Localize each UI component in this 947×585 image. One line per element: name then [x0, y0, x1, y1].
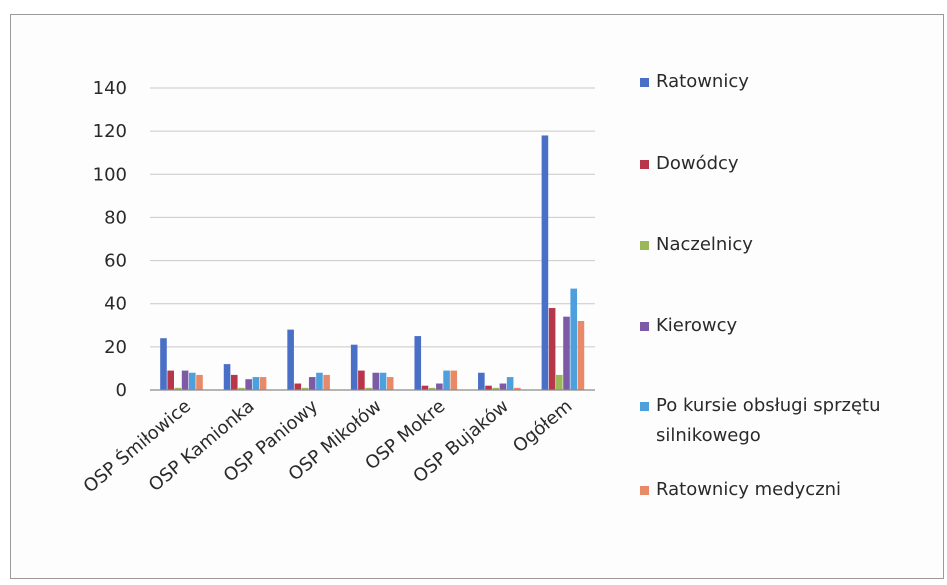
bar-kierowcy-osp-bujakow: [499, 383, 507, 390]
bar-dowodcy-osp-smilowice: [167, 370, 174, 390]
bar-ratownicy-medyczni-osp-mikolow: [386, 377, 394, 390]
bar-po-kursie-obslugi-sprzetu-silnikowego-osp-smilowice: [188, 372, 196, 390]
bar-po-kursie-obslugi-sprzetu-silnikowego-osp-paniowy: [316, 372, 323, 390]
bar-po-kursie-obslugi-sprzetu-silnikowego-osp-bujakow: [506, 377, 514, 390]
bar-ratownicy-medyczni-osp-smilowice: [196, 374, 203, 390]
bar-ratownicy-osp-mokre: [414, 336, 422, 390]
chart-frame: [10, 14, 944, 579]
bar-dowodcy-osp-kamionka: [230, 374, 238, 390]
x-category-label: Ogółem: [509, 396, 576, 457]
bar-naczelnicy-ogolem: [556, 374, 563, 390]
legend-swatch-naczelnicy: [640, 241, 649, 250]
bar-ratownicy-medyczni-osp-paniowy: [323, 374, 330, 390]
bar-naczelnicy-osp-kamionka: [238, 387, 245, 390]
legend-swatch-ratownicy: [640, 78, 649, 87]
bar-dowodcy-osp-mokre: [421, 385, 429, 390]
y-tick-label: 80: [104, 207, 127, 228]
bar-ratownicy-medyczni-osp-bujakow: [514, 387, 521, 390]
legend-label-kierowcy: Kierowcy: [656, 315, 738, 336]
legend-swatch-dowodcy: [640, 160, 649, 169]
bar-ratownicy-osp-mikolow: [350, 344, 358, 390]
bar-po-kursie-obslugi-sprzetu-silnikowego-osp-mikolow: [379, 372, 387, 390]
y-tick-label: 0: [116, 380, 127, 401]
legend: Ratownicy Dowódcy Naczelnicy Kierowcy Po kur…: [640, 71, 880, 500]
bar-ratownicy-medyczni-ogolem: [577, 320, 585, 390]
bar-naczelnicy-osp-mikolow: [365, 387, 372, 390]
bar-ratownicy-ogolem: [541, 135, 549, 390]
bar-po-kursie-obslugi-sprzetu-silnikowego-osp-kamionka: [252, 377, 260, 390]
x-category-label: OSP Kamionka: [145, 396, 259, 496]
y-axis-ticks: 0 20 40 60 80 100 120 140: [93, 78, 127, 401]
bar-ratownicy-osp-kamionka: [223, 364, 231, 390]
legend-label-ratownicy: Ratownicy: [656, 71, 749, 92]
bar-kierowcy-osp-mikolow: [372, 372, 380, 390]
bar-po-kursie-obslugi-sprzetu-silnikowego-osp-mokre: [443, 370, 450, 390]
bar-kierowcy-osp-mokre: [436, 383, 443, 390]
bar-naczelnicy-osp-mokre: [428, 387, 436, 390]
y-tick-label: 20: [104, 337, 127, 358]
bar-kierowcy-osp-smilowice: [181, 370, 189, 390]
legend-swatch-ratownicy-medyczni: [640, 486, 649, 495]
bar-kierowcy-ogolem: [563, 316, 570, 390]
bar-po-kursie-obslugi-sprzetu-silnikowego-ogolem: [570, 288, 578, 390]
y-tick-label: 120: [93, 121, 127, 142]
y-tick-label: 40: [104, 294, 127, 315]
legend-label-naczelnicy: Naczelnicy: [656, 234, 753, 255]
legend-label-po-kursie-obslugi-sprzetu-silnikowego: Po kursie obsługi sprzętu silnikowego: [656, 395, 880, 446]
y-tick-label: 60: [104, 251, 127, 272]
bar-ratownicy-osp-smilowice: [160, 338, 167, 390]
legend-swatch-po-kursie-obslugi-sprzetu-silnikowego: [640, 402, 649, 411]
y-tick-label: 100: [93, 164, 127, 185]
gridlines: [150, 87, 595, 348]
bar-dowodcy-osp-paniowy: [294, 383, 302, 390]
bar-dowodcy-ogolem: [548, 308, 556, 390]
bar-dowodcy-osp-bujakow: [485, 385, 492, 390]
legend-swatch-kierowcy: [640, 322, 649, 331]
bar-naczelnicy-osp-paniowy: [301, 387, 309, 390]
bar-ratownicy-osp-paniowy: [287, 329, 294, 390]
x-category-label: OSP Śmiłowice: [79, 395, 195, 497]
legend-label-ratownicy-medyczni: Ratownicy medyczni: [656, 479, 841, 500]
bar-ratownicy-medyczni-osp-mokre: [450, 370, 458, 390]
bar-naczelnicy-osp-smilowice: [174, 387, 182, 390]
bars: [160, 135, 585, 390]
y-tick-label: 140: [93, 78, 127, 99]
bar-ratownicy-osp-bujakow: [478, 372, 485, 390]
bar-kierowcy-osp-kamionka: [245, 379, 252, 390]
bar-naczelnicy-osp-bujakow: [492, 387, 500, 390]
legend-label-dowodcy: Dowódcy: [656, 153, 739, 174]
bar-ratownicy-medyczni-osp-kamionka: [259, 377, 267, 390]
bar-kierowcy-osp-paniowy: [308, 377, 316, 390]
bar-dowodcy-osp-mikolow: [358, 370, 365, 390]
